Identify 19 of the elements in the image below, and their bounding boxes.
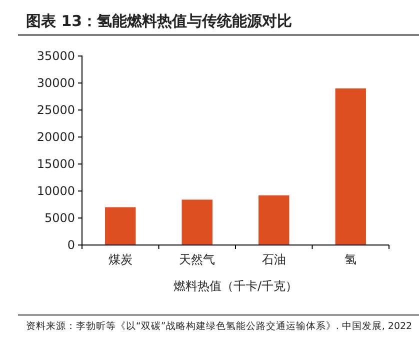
y-tick-label: 20000 <box>36 130 75 144</box>
text: 资料来源：李勃昕等《以“双碳”战略构建绿色氢能公路交通运输体系》. 中国发展, 2022 <box>26 320 412 332</box>
x-tick-label: 石油 <box>262 252 286 267</box>
x-tick-label: 氢 <box>344 252 357 267</box>
x-axis-title: 燃料热值（千卡/千克） <box>173 279 298 293</box>
y-tick-label: 10000 <box>36 184 75 198</box>
bar <box>105 207 136 245</box>
y-tick-label: 25000 <box>36 102 75 117</box>
y-tick-label: 30000 <box>36 76 75 90</box>
x-tick-label: 煤炭 <box>108 252 132 267</box>
y-tick-label: 0 <box>67 238 75 252</box>
x-tick-label: 天然气 <box>179 252 216 267</box>
bar <box>335 88 366 245</box>
chart-title: 图表 13：氢能燃料热值与传统能源对比 <box>26 12 292 30</box>
y-tick-label: 35000 <box>36 48 75 63</box>
y-tick-label: 15000 <box>36 156 75 171</box>
y-tick-label: 5000 <box>44 210 75 225</box>
bar <box>258 195 290 245</box>
bar <box>182 200 212 245</box>
